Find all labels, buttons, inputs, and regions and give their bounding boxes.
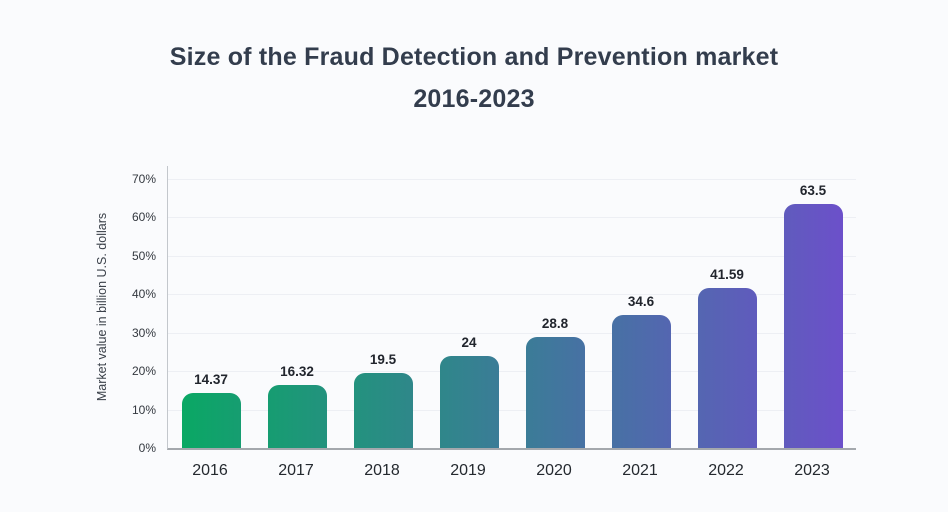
bar-2020[interactable] bbox=[525, 337, 585, 448]
bar-slot-2023: 63.5 bbox=[770, 166, 856, 448]
bar-value-label-2020: 28.8 bbox=[541, 316, 569, 332]
x-axis-label-2016: 2016 bbox=[192, 462, 228, 479]
bar-2017[interactable] bbox=[267, 385, 327, 448]
bar-value-label-2022: 41.59 bbox=[710, 266, 744, 282]
bar-slot-2019: 24 bbox=[426, 166, 512, 448]
gridline bbox=[168, 178, 856, 180]
gridline bbox=[168, 294, 856, 295]
bar-slot-2016: 14.37 bbox=[168, 166, 254, 448]
bar-2022[interactable] bbox=[697, 287, 757, 448]
x-axis-label-2021: 2021 bbox=[622, 462, 658, 479]
bar-slot-2017: 16.32 bbox=[254, 166, 340, 448]
x-axis-labels: 2016 2017 2018 2019 2020 2021 2022 2023 bbox=[167, 462, 855, 480]
y-axis-title: Market value in billion U.S. dollars bbox=[95, 212, 109, 402]
gridline bbox=[168, 217, 856, 218]
bar-slot-2020: 28.8 bbox=[512, 166, 598, 448]
y-tick-label: 10% bbox=[131, 402, 156, 417]
bar-value-label-2018: 19.5 bbox=[369, 351, 397, 367]
bar-2018[interactable] bbox=[353, 372, 413, 448]
bar-2016[interactable] bbox=[181, 392, 241, 448]
x-axis-label-2017: 2017 bbox=[278, 462, 314, 479]
bar-slot-2018: 19.5 bbox=[340, 166, 426, 448]
y-tick-label: 50% bbox=[131, 248, 156, 263]
bar-value-label-2019: 24 bbox=[461, 334, 477, 350]
bars-row: 14.37 16.32 19.5 24 28.8 34.6 41.59 63.5 bbox=[168, 166, 856, 448]
bar-value-label-2021: 34.6 bbox=[627, 293, 655, 309]
y-tick-label: 20% bbox=[131, 364, 156, 378]
chart-title-line1: Size of the Fraud Detection and Preventi… bbox=[169, 43, 779, 71]
x-axis-label-2020: 2020 bbox=[536, 462, 572, 479]
bar-2023[interactable] bbox=[783, 203, 843, 448]
plot-area: 14.37 16.32 19.5 24 28.8 34.6 41.59 63.5 bbox=[167, 166, 856, 450]
bar-2019[interactable] bbox=[439, 355, 499, 448]
x-axis-label-2023: 2023 bbox=[794, 462, 830, 479]
y-tick-label: 40% bbox=[131, 287, 156, 301]
bar-value-label-2017: 16.32 bbox=[280, 364, 314, 380]
bar-value-label-2016: 14.37 bbox=[194, 371, 228, 387]
gridline bbox=[168, 371, 856, 372]
y-tick-label: 60% bbox=[131, 210, 156, 224]
y-tick-label: 0% bbox=[138, 441, 156, 455]
gridline bbox=[168, 409, 856, 411]
x-axis-label-2022: 2022 bbox=[708, 462, 744, 479]
y-tick-label: 30% bbox=[131, 325, 156, 340]
x-axis-label-2018: 2018 bbox=[364, 462, 400, 479]
gridline bbox=[168, 332, 856, 334]
bar-2021[interactable] bbox=[611, 314, 671, 448]
bar-slot-2022: 41.59 bbox=[684, 166, 770, 448]
bar-value-label-2023: 63.5 bbox=[799, 182, 827, 198]
chart-title: Size of the Fraud Detection and Preventi… bbox=[0, 36, 948, 120]
gridline bbox=[168, 255, 856, 257]
chart-title-line2: 2016-2023 bbox=[413, 85, 535, 113]
bar-slot-2021: 34.6 bbox=[598, 166, 684, 448]
x-axis-label-2019: 2019 bbox=[450, 462, 486, 479]
y-tick-label: 70% bbox=[131, 171, 156, 186]
